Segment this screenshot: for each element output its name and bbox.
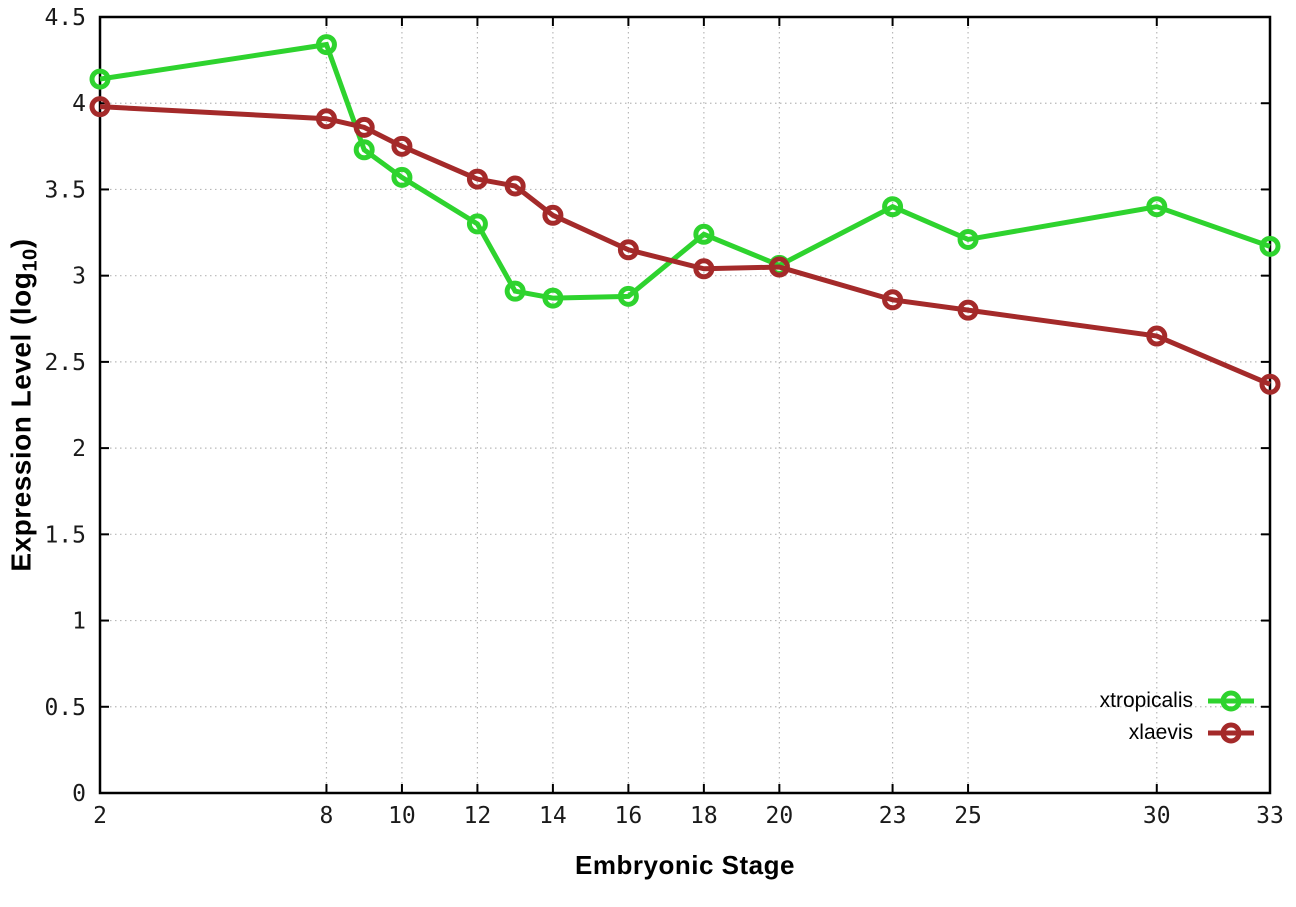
y-axis-title-text: Expression Level (log [5, 271, 37, 572]
y-tick-label: 0 [72, 781, 86, 807]
series-xtropicalis-marker [542, 287, 564, 309]
series-sample-icon [1208, 690, 1254, 712]
x-tick-label: 18 [690, 803, 718, 829]
x-axis-title: Embryonic Stage [575, 850, 795, 880]
y-axis-title: Expression Level (log10) [6, 238, 43, 571]
series-xlaevis-marker [882, 289, 904, 311]
legend-label-xlaevis: xlaevis [1128, 721, 1193, 744]
series-xtropicalis-marker [957, 228, 979, 250]
series-xlaevis-marker [1259, 373, 1281, 395]
series-xlaevis-marker [89, 96, 111, 118]
series-xlaevis-marker [617, 239, 639, 261]
legend: xtropicalis xlaevis [1100, 685, 1256, 749]
y-tick-label: 0.5 [44, 695, 86, 721]
x-tick-label: 8 [320, 803, 334, 829]
series-xlaevis-marker [693, 258, 715, 280]
series-xtropicalis-marker [504, 280, 526, 302]
series-xlaevis-marker [466, 168, 488, 190]
series-xtropicalis-marker [1259, 235, 1281, 257]
legend-row-xlaevis: xlaevis [1100, 717, 1256, 749]
x-tick-label: 33 [1256, 803, 1284, 829]
x-tick-label: 10 [388, 803, 416, 829]
series-xtropicalis-marker [1146, 196, 1168, 218]
series-xtropicalis-marker [391, 166, 413, 188]
x-tick-label: 30 [1143, 803, 1171, 829]
series-xtropicalis-marker [353, 139, 375, 161]
x-tick-label: 16 [615, 803, 643, 829]
y-axis-title-close: ) [5, 238, 37, 249]
series-xtropicalis-marker [315, 34, 337, 56]
series-xlaevis-marker [768, 256, 790, 278]
series-xlaevis-marker [1146, 325, 1168, 347]
series-xtropicalis-marker [89, 68, 111, 90]
y-tick-label: 1.5 [44, 522, 86, 548]
series-xlaevis-marker [957, 299, 979, 321]
x-tick-label: 25 [954, 803, 982, 829]
legend-label-xtropicalis: xtropicalis [1099, 689, 1193, 712]
x-tick-label: 2 [93, 803, 107, 829]
series-xtropicalis-line [99, 41, 1271, 301]
x-tick-label: 14 [539, 803, 567, 829]
plot-border [98, 15, 1272, 795]
series-xlaevis-marker [315, 108, 337, 130]
y-tick-label: 2.5 [44, 350, 86, 376]
series-xtropicalis-marker [693, 223, 715, 245]
x-tick-label: 20 [766, 803, 794, 829]
y-axis-title-subscript: 10 [19, 248, 42, 272]
y-tick-label: 4 [72, 91, 86, 117]
series-sample-icon [1208, 722, 1254, 744]
legend-row-xtropicalis: xtropicalis [1100, 685, 1256, 717]
y-tick-label: 4.5 [44, 5, 86, 31]
y-tick-label: 1 [72, 609, 86, 635]
series-xtropicalis-marker [466, 213, 488, 235]
series-xlaevis-marker [353, 116, 375, 138]
x-tick-label: 23 [879, 803, 907, 829]
series-xlaevis-marker [542, 204, 564, 226]
series-xtropicalis-marker [617, 285, 639, 307]
x-tick-label: 12 [464, 803, 492, 829]
series-xlaevis-marker [504, 175, 526, 197]
y-tick-label: 3 [72, 264, 86, 290]
y-tick-label: 3.5 [44, 177, 86, 203]
y-tick-label: 2 [72, 436, 86, 462]
series-xtropicalis-marker [882, 196, 904, 218]
series-xlaevis-line [99, 104, 1271, 387]
series-xlaevis-marker [391, 135, 413, 157]
